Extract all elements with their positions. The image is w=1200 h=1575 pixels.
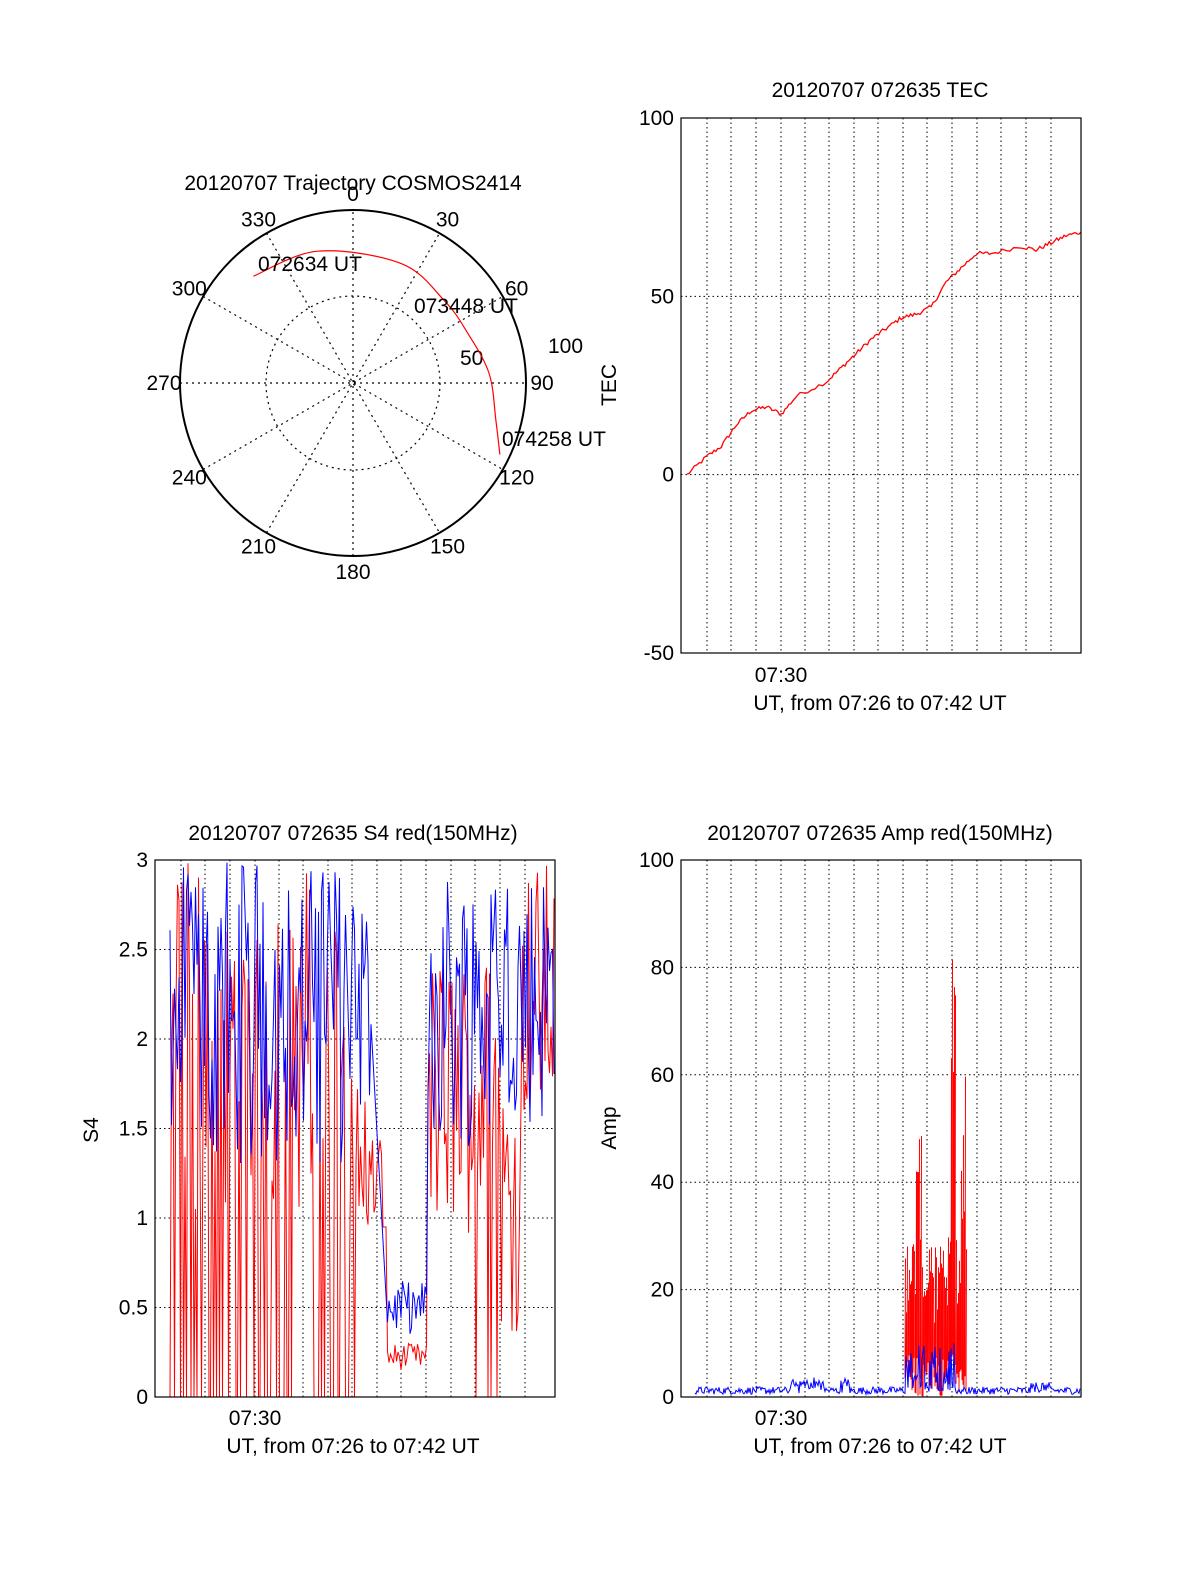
y-tick-label: -50: [644, 642, 674, 665]
polar-el-label-100: 100: [548, 335, 583, 358]
y-tick-label: 100: [639, 107, 674, 130]
polar-azimuth-labels: 0 30 60 90 120 150 180 210 240 270 300 330: [146, 183, 553, 584]
amp-x-tick-label: 07:30: [755, 1407, 808, 1430]
tec-chart: 20120707 072635 TEC -50 0 50 100 07:30 UT, …: [639, 79, 1082, 715]
polar-side-ylabel: TEC: [598, 364, 621, 406]
amp-title: 20120707 072635 Amp red(150MHz): [707, 822, 1053, 845]
y-tick-label: 3: [136, 849, 148, 872]
s4-frame: [154, 859, 556, 1398]
polar-title: 20120707 Trajectory COSMOS2414: [184, 172, 522, 195]
amp-frame: [680, 859, 1082, 1398]
tec-frame: [680, 117, 1082, 654]
polar-azimuth-label: 150: [430, 536, 465, 559]
polar-azimuth-label: 270: [146, 372, 181, 395]
amp-y-tick-labels: 0 20 40 60 80 100: [639, 849, 674, 1409]
tec-x-tick-label: 07:30: [755, 664, 808, 687]
y-tick-label: 80: [651, 956, 674, 979]
amp-y-axis-label: Amp: [598, 1106, 621, 1149]
polar-azimuth-label: 90: [530, 372, 553, 395]
amp-chart: 20120707 072635 Amp red(150MHz) 0 20 40 60 8…: [598, 822, 1082, 1458]
amp-red-series: [904, 959, 967, 1397]
trajectory-end-label: 074258 UT: [502, 428, 606, 451]
y-tick-label: 2: [136, 1028, 148, 1051]
polar-spoke: [202, 295, 504, 471]
y-tick-label: 0.5: [119, 1297, 148, 1320]
y-tick-label: 0: [662, 464, 674, 487]
polar-inner-circle: [265, 295, 441, 471]
polar-azimuth-label: 120: [499, 467, 534, 490]
tec-grid: [681, 118, 1081, 653]
tec-y-tick-labels: -50 0 50 100: [639, 107, 674, 665]
s4-y-axis-label: S4: [80, 1117, 103, 1143]
polar-azimuth-label: 0: [347, 183, 359, 206]
amp-x-axis-label: UT, from 07:26 to 07:42 UT: [753, 1435, 1006, 1458]
y-tick-label: 1.5: [119, 1118, 148, 1141]
y-tick-label: 0: [662, 1386, 674, 1409]
y-tick-label: 40: [651, 1171, 674, 1194]
s4-x-axis-label: UT, from 07:26 to 07:42 UT: [226, 1435, 479, 1458]
polar-el-label-50: 50: [460, 347, 483, 370]
polar-azimuth-label: 30: [436, 208, 459, 231]
amp-blue-series: [694, 1343, 1081, 1397]
y-tick-label: 1: [136, 1207, 148, 1230]
y-tick-label: 0: [136, 1386, 148, 1409]
tec-title: 20120707 072635 TEC: [772, 79, 989, 102]
polar-spoke: [265, 232, 441, 534]
s4-x-tick-label: 07:30: [229, 1407, 282, 1430]
polar-azimuth-label: 210: [241, 536, 276, 559]
polar-azimuth-label: 240: [172, 467, 207, 490]
polar-spokes: [180, 210, 526, 556]
polar-trajectory-chart: 20120707 Trajectory COSMOS2414 0 30 60 90 12…: [146, 172, 621, 584]
tec-series-line: [686, 231, 1082, 475]
polar-azimuth-label: 60: [505, 278, 528, 301]
polar-azimuth-label: 300: [172, 278, 207, 301]
tec-x-axis-label: UT, from 07:26 to 07:42 UT: [753, 692, 1006, 715]
s4-title: 20120707 072635 S4 red(150MHz): [188, 822, 517, 845]
y-tick-label: 50: [651, 285, 674, 308]
y-tick-label: 60: [651, 1064, 674, 1087]
polar-spoke: [202, 295, 504, 471]
amp-grid: [681, 860, 1081, 1397]
y-tick-label: 100: [639, 849, 674, 872]
polar-azimuth-label: 330: [241, 208, 276, 231]
trajectory-line: [253, 250, 501, 455]
trajectory-mid-label: 073448 UT: [414, 295, 518, 318]
y-tick-label: 2.5: [119, 939, 148, 962]
s4-y-tick-labels: 0 0.5 1 1.5 2 2.5 3: [119, 849, 148, 1409]
polar-spoke: [265, 232, 441, 534]
trajectory-start-label: 072634 UT: [258, 253, 362, 276]
s4-chart: 20120707 072635 S4 red(150MHz) 0 0.5 1 1.5 2…: [80, 822, 556, 1458]
y-tick-label: 20: [651, 1279, 674, 1302]
polar-azimuth-label: 180: [335, 561, 370, 584]
s4-blue-series: [169, 862, 555, 1334]
